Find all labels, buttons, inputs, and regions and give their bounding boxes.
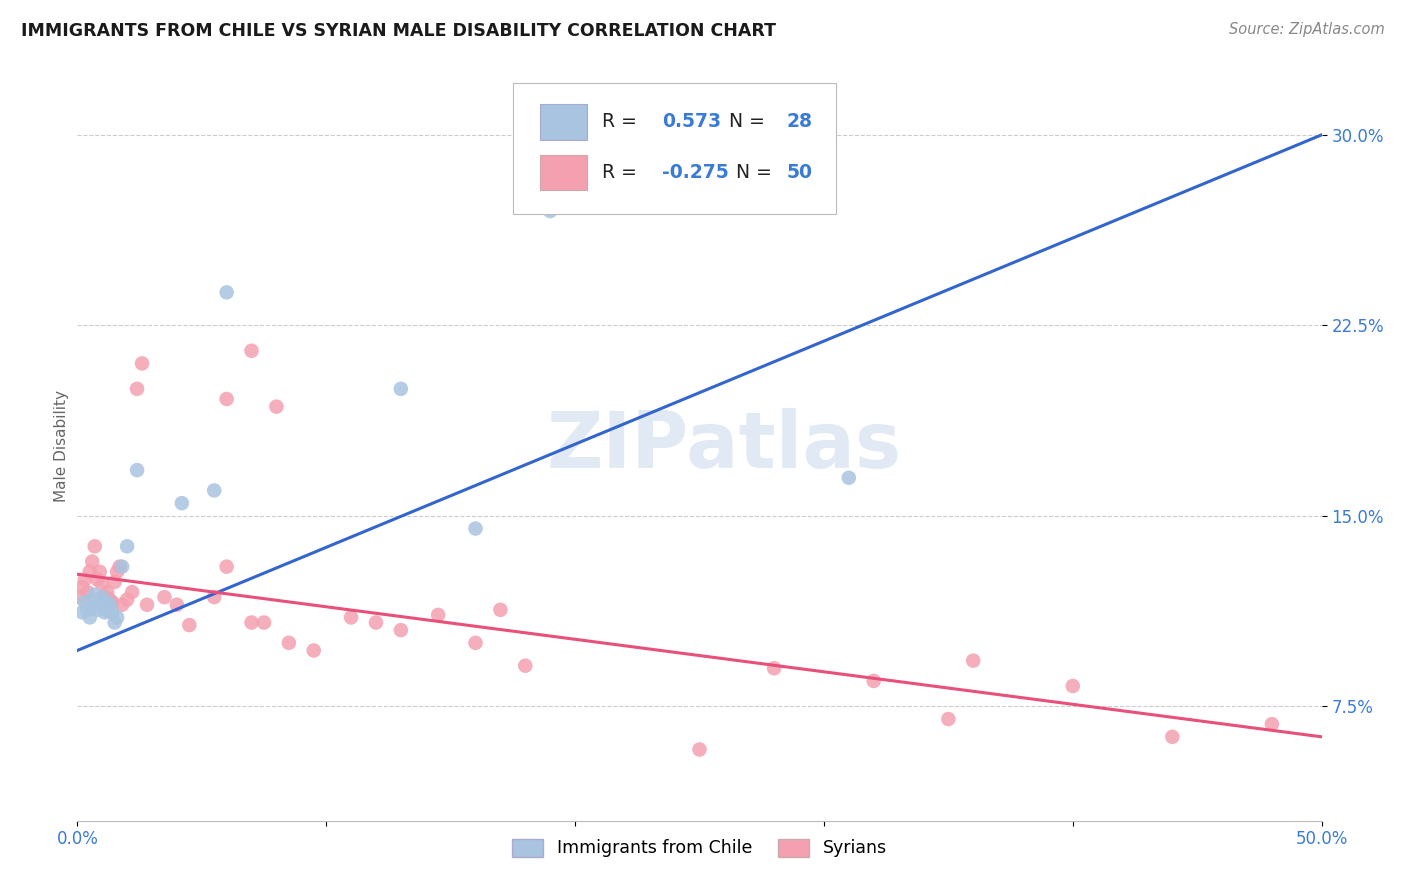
Point: [121, 585, 143, 599]
Point: [266, 400, 288, 414]
Y-axis label: Male Disability: Male Disability: [53, 390, 69, 502]
Point: [104, 615, 127, 630]
Point: [76, 603, 98, 617]
Point: [89, 565, 111, 579]
Text: -0.275: -0.275: [662, 163, 728, 182]
Point: [89, 595, 111, 609]
Point: [96, 595, 118, 609]
Point: [83, 539, 105, 553]
Point: [125, 463, 148, 477]
Point: [86, 572, 108, 586]
Point: [91, 577, 114, 591]
Point: [240, 343, 263, 358]
Point: [93, 590, 115, 604]
Point: [101, 606, 124, 620]
Point: [104, 574, 127, 589]
Bar: [540, 103, 588, 139]
Point: [340, 610, 363, 624]
Point: [389, 623, 412, 637]
Point: [79, 610, 101, 624]
Point: [111, 559, 134, 574]
Text: Source: ZipAtlas.com: Source: ZipAtlas.com: [1229, 22, 1385, 37]
Point: [240, 615, 263, 630]
Point: [813, 128, 835, 142]
Point: [115, 539, 138, 553]
Point: [202, 590, 225, 604]
Point: [364, 615, 387, 630]
Text: 28: 28: [786, 112, 813, 131]
Point: [215, 559, 238, 574]
Point: [515, 658, 537, 673]
Point: [170, 496, 193, 510]
Text: N =: N =: [724, 163, 779, 182]
Point: [763, 661, 786, 675]
Point: [215, 285, 238, 300]
Point: [131, 356, 153, 370]
Text: IMMIGRANTS FROM CHILE VS SYRIAN MALE DISABILITY CORRELATION CHART: IMMIGRANTS FROM CHILE VS SYRIAN MALE DIS…: [21, 22, 776, 40]
Point: [79, 565, 101, 579]
Point: [76, 585, 98, 599]
Point: [83, 588, 105, 602]
Point: [82, 600, 104, 615]
Point: [838, 471, 860, 485]
Point: [179, 618, 201, 632]
Point: [936, 712, 959, 726]
Point: [1261, 717, 1284, 731]
Point: [72, 606, 94, 620]
Point: [689, 742, 711, 756]
Point: [253, 615, 276, 630]
Point: [215, 392, 238, 406]
Point: [101, 595, 124, 609]
Point: [93, 606, 115, 620]
Point: [464, 636, 486, 650]
Text: ZIPatlas: ZIPatlas: [547, 408, 901, 484]
Point: [72, 580, 94, 594]
Point: [962, 654, 984, 668]
Point: [111, 598, 134, 612]
Point: [96, 603, 118, 617]
Point: [389, 382, 412, 396]
Point: [202, 483, 225, 498]
Point: [91, 590, 114, 604]
Point: [302, 643, 325, 657]
Text: R =: R =: [602, 163, 644, 182]
Point: [125, 382, 148, 396]
Point: [98, 592, 121, 607]
Text: 50: 50: [786, 163, 813, 182]
Point: [464, 522, 486, 536]
Point: [277, 636, 299, 650]
Legend: Immigrants from Chile, Syrians: Immigrants from Chile, Syrians: [505, 831, 894, 864]
Point: [1161, 730, 1184, 744]
Point: [108, 559, 131, 574]
Point: [105, 610, 128, 624]
Point: [1062, 679, 1084, 693]
Point: [86, 603, 108, 617]
Point: [82, 555, 104, 569]
Point: [73, 572, 96, 586]
Point: [73, 595, 96, 609]
Text: R =: R =: [602, 112, 644, 131]
Point: [153, 590, 176, 604]
Bar: [540, 154, 588, 191]
Point: [105, 565, 128, 579]
Point: [98, 598, 121, 612]
Point: [82, 592, 104, 607]
Point: [862, 673, 884, 688]
Point: [96, 585, 118, 599]
Point: [166, 598, 188, 612]
Point: [115, 592, 138, 607]
Point: [489, 603, 512, 617]
Point: [136, 598, 159, 612]
Point: [69, 590, 91, 604]
FancyBboxPatch shape: [513, 83, 837, 214]
Text: 0.573: 0.573: [662, 112, 721, 131]
Text: N =: N =: [717, 112, 770, 131]
Point: [538, 204, 561, 219]
Point: [427, 607, 450, 622]
